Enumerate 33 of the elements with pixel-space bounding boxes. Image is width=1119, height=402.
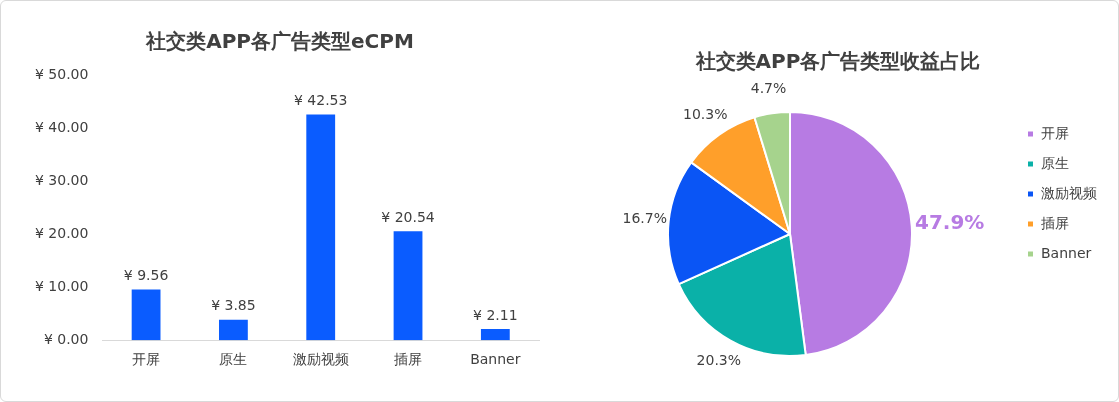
legend-label: 插屏: [1041, 214, 1069, 231]
data-label: ¥ 2.11: [473, 306, 518, 323]
bar: [393, 231, 423, 341]
data-label: ¥ 3.85: [211, 297, 256, 314]
y-tick-label: ¥ 0.00: [43, 330, 89, 347]
data-label: 16.7%: [622, 209, 667, 226]
x-tick-label: 开屏: [132, 351, 161, 368]
x-tick-label: Banner: [470, 351, 521, 368]
y-tick-label: ¥ 50.00: [35, 65, 89, 82]
y-tick-label: ¥ 10.00: [35, 277, 89, 294]
legend-label: 激励视频: [1041, 184, 1097, 201]
data-label: 20.3%: [696, 352, 742, 369]
legend-label: 原生: [1041, 154, 1069, 171]
x-tick-label: 原生: [219, 351, 248, 368]
data-label: ¥ 9.56: [123, 267, 169, 284]
y-tick-label: ¥ 30.00: [35, 171, 89, 188]
chart-title: 社交类APP各广告类型eCPM: [145, 29, 414, 54]
y-tick-label: ¥ 20.00: [35, 224, 89, 241]
bar: [306, 114, 336, 341]
data-label: ¥ 42.53: [294, 92, 348, 109]
data-label: 10.3%: [682, 105, 728, 122]
data-label: 47.9%: [914, 209, 985, 234]
data-label: ¥ 20.54: [381, 208, 435, 225]
bar: [480, 329, 510, 341]
bar: [131, 289, 161, 341]
legend-label: Banner: [1041, 244, 1092, 261]
data-label: 4.7%: [750, 80, 787, 97]
chart-title: 社交类APP各广告类型收益占比: [694, 49, 981, 74]
bar: [219, 319, 248, 341]
x-tick-label: 插屏: [394, 351, 423, 368]
x-tick-label: 激励视频: [292, 351, 349, 368]
y-tick-label: ¥ 40.00: [35, 118, 89, 135]
legend-label: 开屏: [1041, 124, 1069, 141]
